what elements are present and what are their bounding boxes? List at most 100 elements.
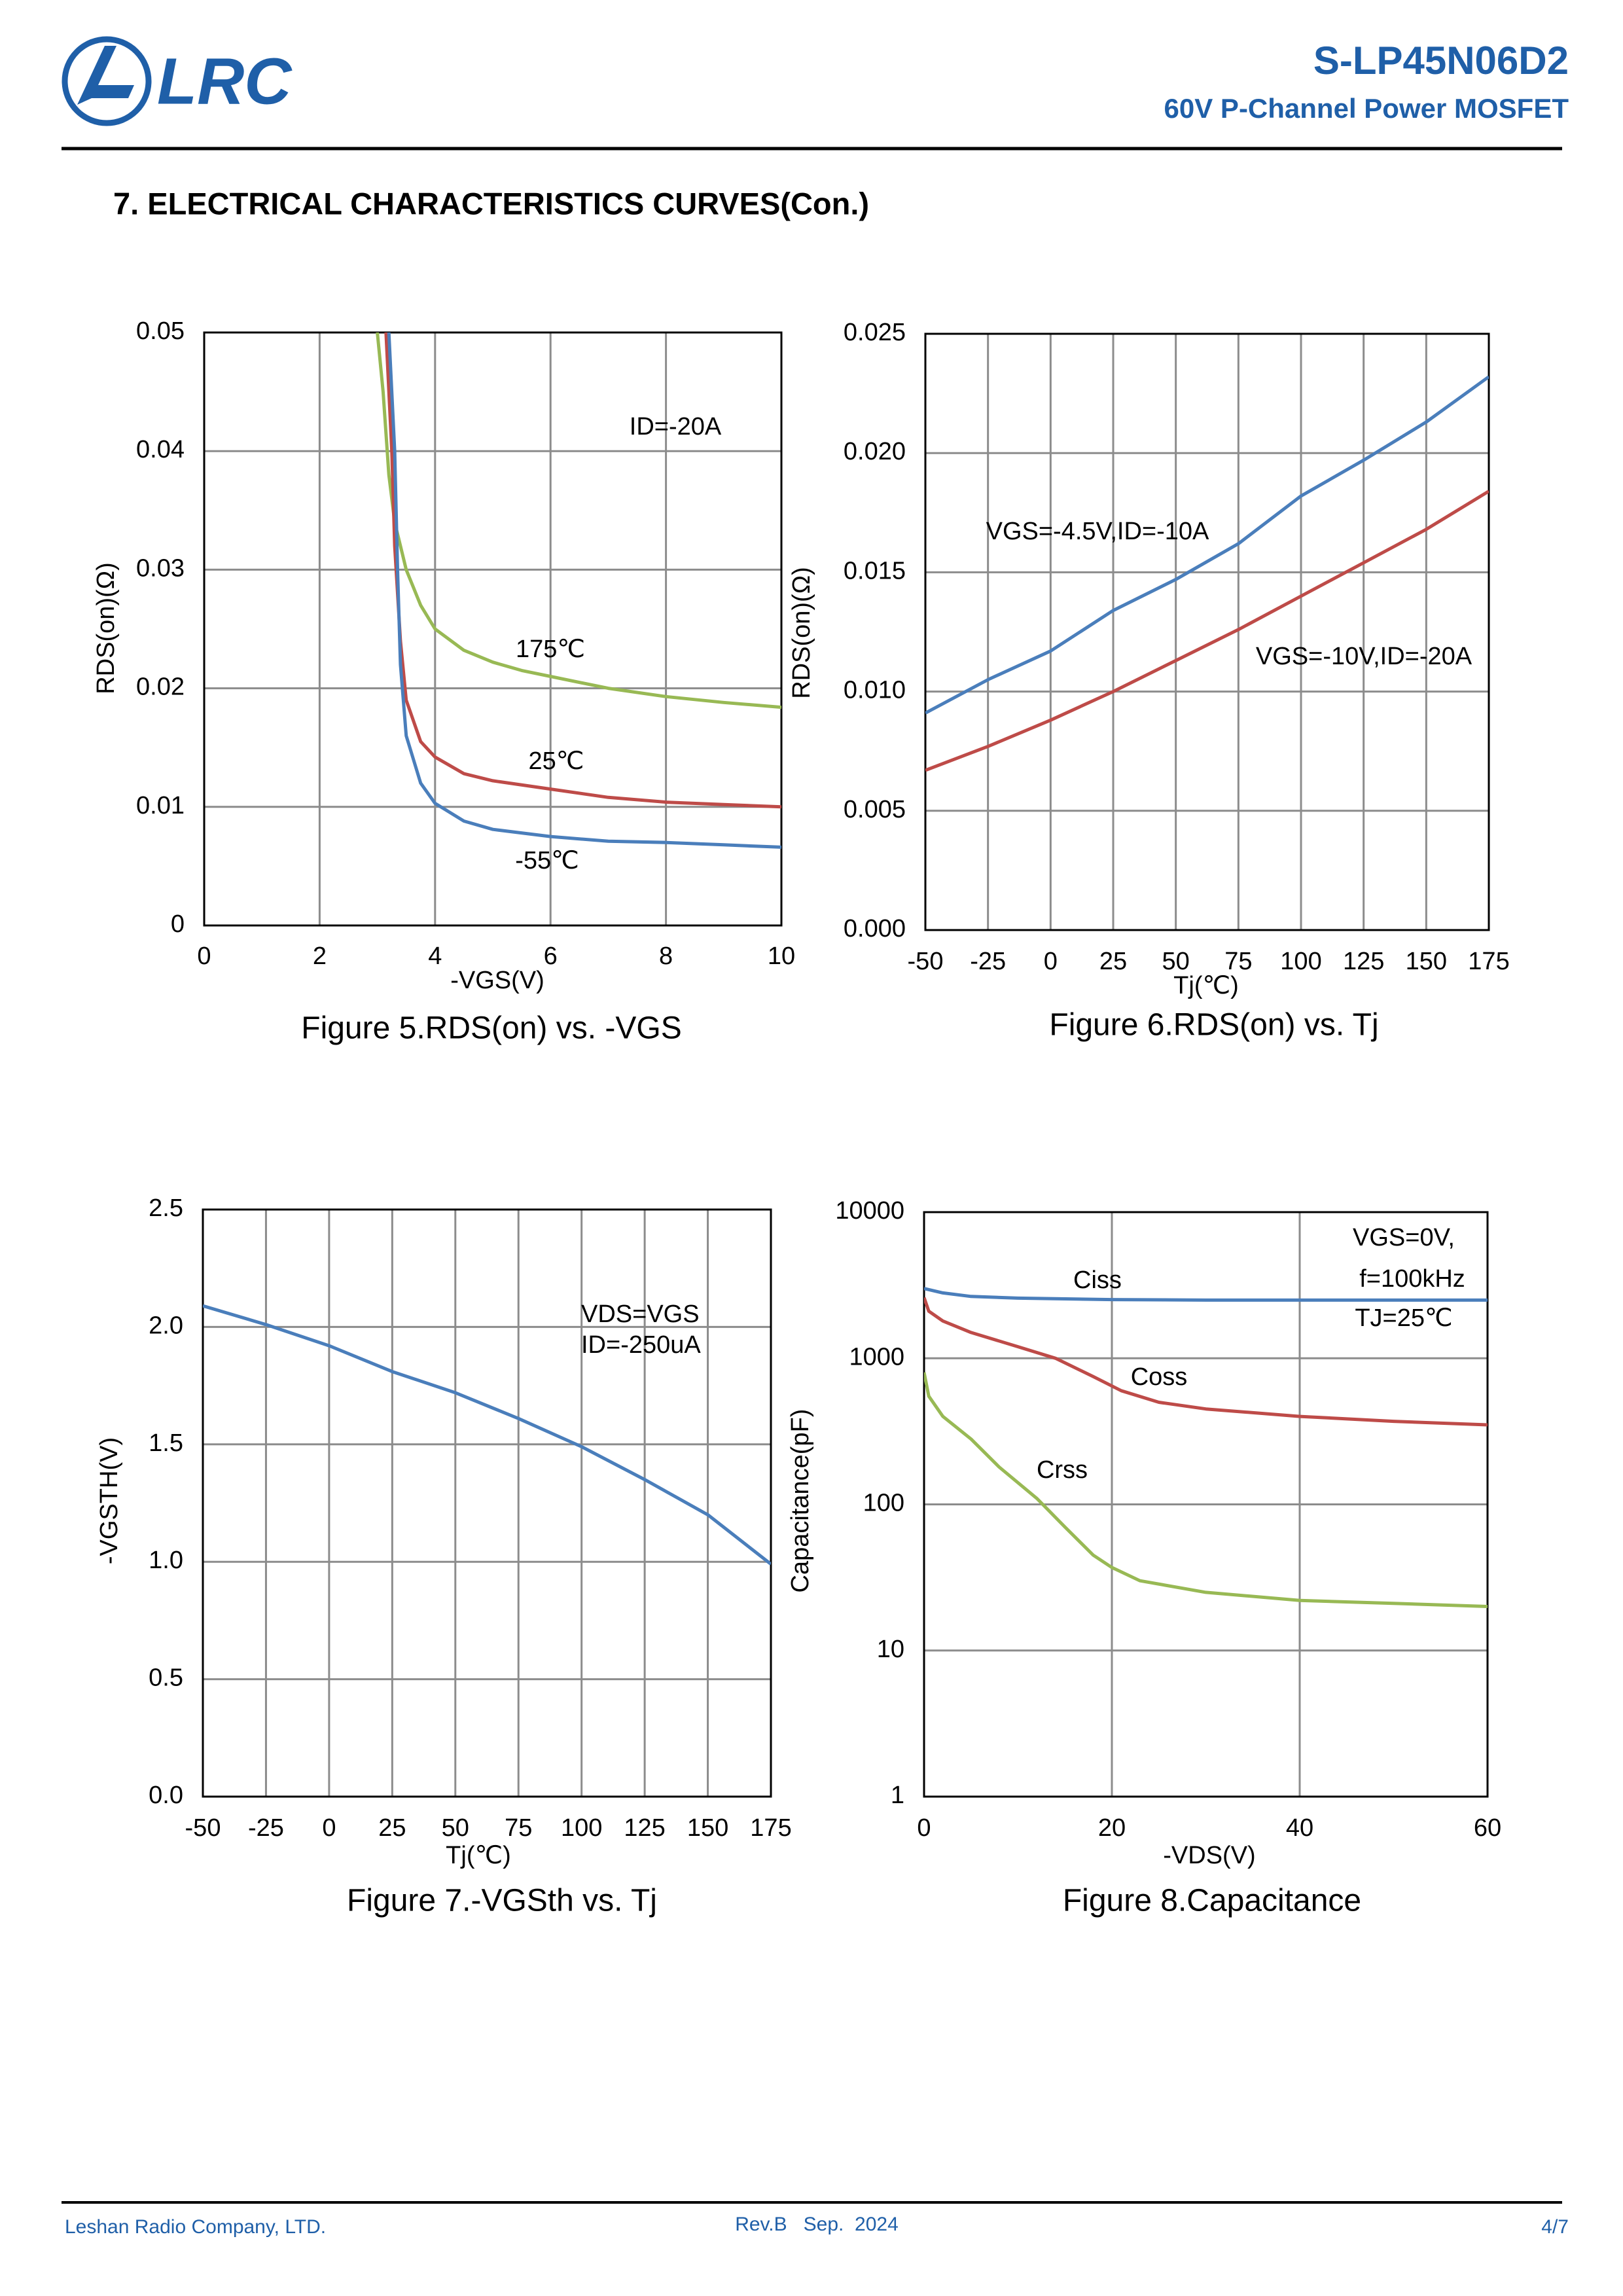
plot-frame — [203, 331, 783, 927]
x-tick-label: -50 — [908, 948, 944, 975]
x-tick-label: 175 — [1468, 948, 1509, 975]
x-axis-label: Tj(℃) — [446, 1842, 511, 1869]
series-label: -55℃ — [515, 847, 579, 874]
footer-company: Leshan Radio Company, LTD. — [65, 2216, 326, 2238]
x-tick-label: 25 — [1099, 948, 1127, 975]
x-tick-label: -50 — [185, 1814, 221, 1842]
y-tick-label: 1 — [891, 1782, 904, 1809]
y-tick-label: 0.05 — [136, 317, 185, 345]
y-tick-label: 100 — [863, 1490, 904, 1517]
y-tick-label: 0.015 — [844, 557, 906, 584]
y-tick-label: 0.5 — [149, 1664, 183, 1692]
footer-revision: Rev.B Sep. 2024 — [735, 2214, 899, 2235]
series-label: VGS=-10V,ID=-20A — [1256, 643, 1472, 670]
x-tick-label: -25 — [970, 948, 1006, 975]
x-tick-label: 2 — [313, 942, 327, 970]
x-tick-label: 175 — [750, 1814, 791, 1842]
series-line — [203, 1304, 771, 1566]
x-tick-label: -25 — [248, 1814, 284, 1842]
y-axis-label: RDS(on)(Ω) — [788, 567, 815, 699]
series-line — [924, 1287, 1488, 1302]
x-tick-label: 0 — [917, 1814, 931, 1842]
annotation: ID=-20A — [630, 413, 722, 440]
x-tick-label: 0 — [197, 942, 211, 970]
x-tick-label: 0 — [1044, 948, 1058, 975]
section-title: 7. ELECTRICAL CHARACTERISTICS CURVES(Con… — [113, 186, 869, 221]
x-tick-label: 4 — [428, 942, 442, 970]
x-tick-label: 40 — [1286, 1814, 1313, 1842]
part-description: 60V P-Channel Power MOSFET — [1164, 93, 1569, 124]
footer-page: 4/7 — [1541, 2216, 1569, 2238]
x-axis-label: -VDS(V) — [1163, 1842, 1255, 1869]
x-tick-label: 75 — [1224, 948, 1252, 975]
part-number: S-LP45N06D2 — [1313, 39, 1569, 82]
series-label: Ciss — [1073, 1266, 1122, 1294]
y-tick-label: 2.5 — [149, 1194, 183, 1222]
y-tick-label: 0.03 — [136, 554, 185, 582]
logo-text: LRC — [157, 45, 293, 118]
y-tick-label: 0.010 — [844, 677, 906, 704]
annotation: VDS=VGS — [581, 1300, 700, 1328]
x-tick-label: 125 — [624, 1814, 665, 1842]
annotation: ID=-250uA — [581, 1331, 701, 1359]
annotation: f=100kHz — [1359, 1265, 1465, 1293]
y-tick-label: 0.005 — [844, 796, 906, 823]
chart: 0 0.01 0.02 0.03 0.04 0.05 0 2 4 6 8 10 175℃ 25℃ -55℃ I… — [92, 317, 795, 1046]
y-tick-label: 0.000 — [844, 915, 906, 942]
y-tick-label: 1.5 — [149, 1429, 183, 1457]
series-label: Coss — [1131, 1363, 1188, 1391]
y-tick-label: 0 — [171, 910, 185, 938]
x-tick-label: 25 — [378, 1814, 406, 1842]
series-line — [384, 332, 781, 809]
x-tick-label: 6 — [544, 942, 558, 970]
series-line — [925, 490, 1489, 772]
chart-caption: Figure 8.Capacitance — [1063, 1884, 1361, 1918]
y-tick-label: 0.020 — [844, 438, 906, 465]
plot-frame — [202, 1208, 772, 1798]
y-tick-label: 0.02 — [136, 673, 185, 701]
series-line — [924, 1372, 1488, 1608]
annotation: TJ=25℃ — [1355, 1304, 1452, 1332]
x-tick-label: 60 — [1474, 1814, 1501, 1842]
series-line — [925, 375, 1489, 715]
y-axis-label: Capacitance(pF) — [787, 1409, 814, 1593]
logo-mark — [77, 46, 134, 105]
plot-frame — [924, 332, 1490, 931]
y-tick-label: 0.0 — [149, 1782, 183, 1809]
y-axis-label: -VGSTH(V) — [96, 1437, 123, 1564]
x-axis-label: Tj(℃) — [1173, 972, 1239, 999]
y-tick-label: 0.04 — [136, 436, 185, 463]
y-tick-label: 1.0 — [149, 1547, 183, 1574]
x-tick-label: 50 — [442, 1814, 469, 1842]
series-label: VGS=-4.5V,ID=-10A — [986, 518, 1209, 545]
series-label: 25℃ — [529, 747, 584, 775]
y-tick-label: 10 — [877, 1636, 904, 1663]
x-tick-label: 100 — [561, 1814, 602, 1842]
x-tick-label: 50 — [1162, 948, 1190, 975]
series-label: 175℃ — [516, 636, 585, 663]
y-tick-label: 10000 — [835, 1197, 904, 1225]
logo: LRC — [62, 36, 293, 126]
y-tick-label: 0.01 — [136, 792, 185, 819]
y-tick-label: 2.0 — [149, 1312, 183, 1339]
annotation: VGS=0V, — [1353, 1224, 1455, 1251]
series-line — [376, 332, 781, 709]
x-tick-label: 0 — [322, 1814, 336, 1842]
series-line — [387, 332, 781, 849]
plot-frame — [923, 1211, 1489, 1798]
logo-ring — [62, 36, 152, 126]
chart-caption: Figure 7.-VGSth vs. Tj — [347, 1884, 657, 1918]
x-tick-label: 10 — [768, 942, 795, 970]
x-tick-label: 125 — [1343, 948, 1384, 975]
chart-caption: Figure 5.RDS(on) vs. -VGS — [301, 1011, 681, 1046]
series-line — [924, 1297, 1488, 1427]
x-tick-label: 75 — [505, 1814, 532, 1842]
y-axis-label: RDS(on)(Ω) — [92, 562, 120, 694]
chart: 0.0 0.5 1.0 1.5 2.0 2.5 -50 -25 0 25 50 75 100 125 150… — [96, 1194, 792, 1918]
x-tick-label: 150 — [687, 1814, 728, 1842]
x-axis-label: -VGS(V) — [450, 967, 544, 994]
chart: 0.000 0.005 0.010 0.015 0.020 0.025 -50 -25 0 25 5… — [788, 319, 1510, 1043]
chart: 1 10 100 1000 10000 0 20 40 60 Ciss Coss Crss VGS=0V… — [787, 1197, 1501, 1918]
